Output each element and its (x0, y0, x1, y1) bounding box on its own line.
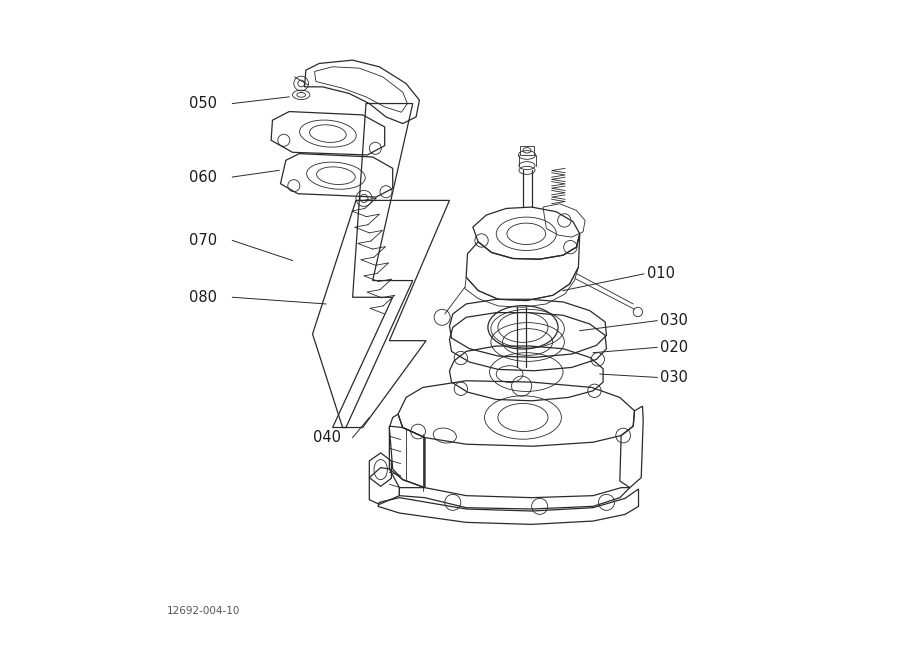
Text: 020: 020 (660, 340, 688, 355)
Text: 010: 010 (647, 267, 675, 281)
Text: 050: 050 (189, 96, 217, 111)
Text: 070: 070 (189, 233, 217, 248)
Text: 080: 080 (189, 290, 217, 305)
Text: 060: 060 (189, 170, 217, 184)
Text: 040: 040 (312, 430, 341, 445)
Text: 030: 030 (660, 313, 687, 328)
Text: 030: 030 (660, 370, 687, 385)
Text: 12692-004-10: 12692-004-10 (167, 607, 240, 616)
